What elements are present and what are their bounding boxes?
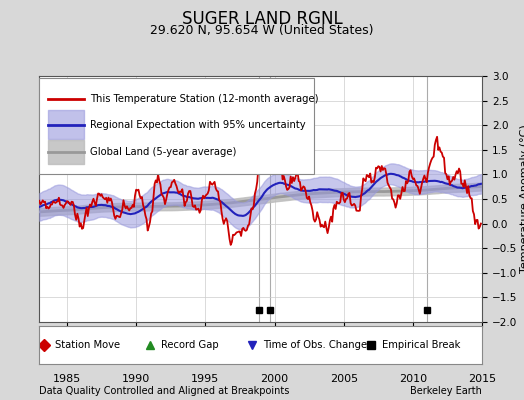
Text: SUGER LAND RGNL: SUGER LAND RGNL (182, 10, 342, 28)
Text: Berkeley Earth: Berkeley Earth (410, 386, 482, 396)
Text: 2005: 2005 (330, 374, 358, 384)
Text: 2010: 2010 (399, 374, 427, 384)
Text: Station Move: Station Move (55, 340, 120, 350)
Text: Time of Obs. Change: Time of Obs. Change (263, 340, 367, 350)
Text: 1985: 1985 (53, 374, 81, 384)
Text: 1995: 1995 (191, 374, 220, 384)
Text: Global Land (5-year average): Global Land (5-year average) (90, 147, 237, 157)
Text: Record Gap: Record Gap (161, 340, 219, 350)
Text: Data Quality Controlled and Aligned at Breakpoints: Data Quality Controlled and Aligned at B… (39, 386, 290, 396)
FancyBboxPatch shape (39, 78, 314, 174)
Text: Regional Expectation with 95% uncertainty: Regional Expectation with 95% uncertaint… (90, 120, 306, 130)
Text: 29.620 N, 95.654 W (United States): 29.620 N, 95.654 W (United States) (150, 24, 374, 37)
Text: Empirical Break: Empirical Break (383, 340, 461, 350)
Text: 2000: 2000 (260, 374, 289, 384)
Text: This Temperature Station (12-month average): This Temperature Station (12-month avera… (90, 94, 319, 104)
Y-axis label: Temperature Anomaly (°C): Temperature Anomaly (°C) (520, 125, 524, 273)
Text: 2015: 2015 (468, 374, 496, 384)
Text: 1990: 1990 (122, 374, 150, 384)
